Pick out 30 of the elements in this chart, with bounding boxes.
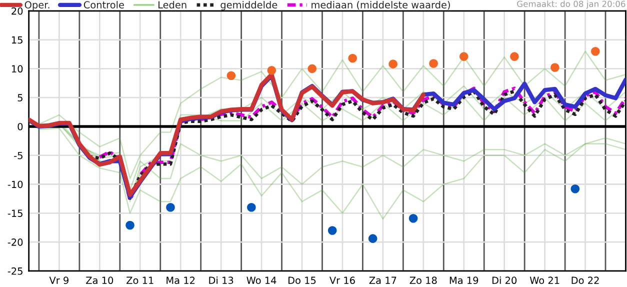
text: Gemaakt: do 08 jan 20:06	[517, 0, 626, 9]
legend-label: gemiddelde	[220, 0, 278, 10]
legend-label: Controle	[84, 0, 124, 8]
y-tick-label: 20	[12, 7, 23, 15]
x-tick-label: Vr 16	[329, 276, 355, 284]
y-tick-label: -10	[8, 180, 23, 188]
legend-label: mediaan (middelste waarde)	[312, 0, 450, 10]
legend-label: Oper.	[24, 1, 50, 10]
x-tick-label: Do 22	[572, 276, 599, 284]
legend-label: Leden	[158, 0, 186, 8]
x-tick-label: Zo 18	[410, 276, 437, 284]
y-tick-label: -15	[8, 210, 22, 217]
x-tick-label: Di 20	[492, 276, 517, 284]
x-tick-label: Za 17	[369, 276, 396, 284]
x-tick-label: Ma 19	[450, 276, 478, 284]
x-tick-label: Wo 21	[530, 276, 560, 284]
x-tick-label: Ma 12	[166, 276, 195, 284]
y-tick-label: -5	[14, 152, 22, 160]
y-tick-label: -25	[8, 267, 22, 275]
x-tick-label: Za 10	[86, 276, 114, 284]
x-tick-label: Wo 14	[246, 276, 276, 284]
y-tick-label: 10	[12, 65, 23, 73]
y-tick-label: 15	[12, 36, 22, 44]
y-tick-label: 5	[18, 94, 22, 102]
x-tick-label: Do 15	[288, 276, 316, 284]
x-tick-label: Vr 9	[49, 276, 68, 284]
y-tick-label: 0	[18, 122, 23, 130]
x-tick-label: Di 13	[209, 276, 234, 284]
x-tick-label: Zo 11	[126, 276, 154, 284]
y-tick-label: -20	[8, 238, 23, 246]
